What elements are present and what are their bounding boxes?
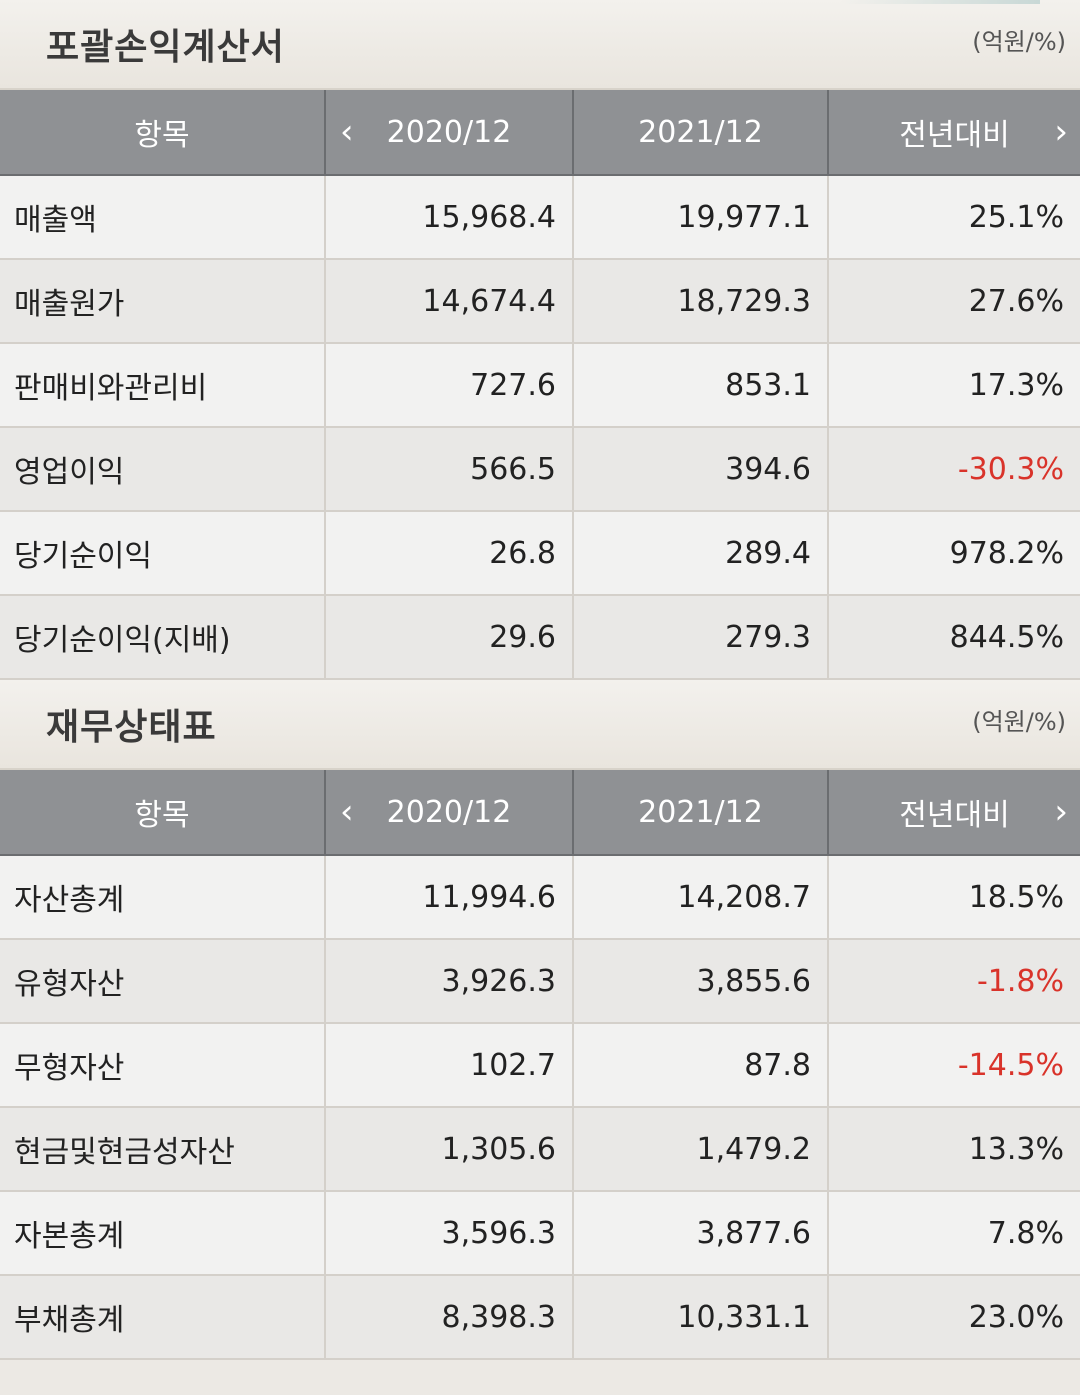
value-2020: 102.7 bbox=[325, 1023, 574, 1108]
chevron-right-icon[interactable]: › bbox=[1054, 792, 1068, 832]
header-label: 2021/12 bbox=[638, 794, 763, 830]
value-2020: 29.6 bbox=[325, 595, 574, 680]
value-2021: 3,855.6 bbox=[573, 939, 829, 1024]
table-row: 부채총계 8,398.3 10,331.1 23.0% bbox=[0, 1275, 1080, 1360]
column-header-2021: 2021/12 bbox=[573, 770, 829, 856]
value-2021: 3,877.6 bbox=[573, 1191, 829, 1276]
section-title: 포괄손익계산서 bbox=[46, 27, 285, 68]
row-label: 자산총계 bbox=[0, 855, 326, 940]
value-2021: 19,977.1 bbox=[573, 175, 829, 260]
section-title: 재무상태표 bbox=[46, 707, 217, 748]
column-header-2020: ‹ 2020/12 bbox=[325, 770, 574, 856]
column-header-yoy: 전년대비 › bbox=[828, 770, 1080, 856]
column-header-2021: 2021/12 bbox=[573, 90, 829, 176]
value-yoy: -1.8% bbox=[828, 939, 1080, 1024]
value-2020: 1,305.6 bbox=[325, 1107, 574, 1192]
row-label: 매출원가 bbox=[0, 259, 326, 344]
value-2020: 8,398.3 bbox=[325, 1275, 574, 1360]
row-label: 매출액 bbox=[0, 175, 326, 260]
table-body: 매출액 15,968.4 19,977.1 25.1% 매출원가 14,674.4 18,7… bbox=[0, 175, 1080, 680]
row-label: 당기순이익(지배) bbox=[0, 595, 326, 680]
value-yoy: 7.8% bbox=[828, 1191, 1080, 1276]
income-statement-header: 포괄손익계산서 (억원/%) bbox=[0, 0, 1080, 90]
table-row: 당기순이익 26.8 289.4 978.2% bbox=[0, 511, 1080, 596]
table-row: 매출액 15,968.4 19,977.1 25.1% bbox=[0, 175, 1080, 260]
table-header-row: 항목 ‹ 2020/12 2021/12 전년대비 › bbox=[0, 770, 1080, 856]
header-label: 전년대비 bbox=[899, 118, 1010, 153]
table-row: 현금및현금성자산 1,305.6 1,479.2 13.3% bbox=[0, 1107, 1080, 1192]
decorative-line bbox=[840, 0, 1040, 4]
row-label: 현금및현금성자산 bbox=[0, 1107, 326, 1192]
value-2020: 15,968.4 bbox=[325, 175, 574, 260]
value-2020: 14,674.4 bbox=[325, 259, 574, 344]
column-header-item: 항목 bbox=[0, 770, 326, 856]
chevron-left-icon[interactable]: ‹ bbox=[340, 792, 354, 832]
table-row: 무형자산 102.7 87.8 -14.5% bbox=[0, 1023, 1080, 1108]
balance-sheet-header: 재무상태표 (억원/%) bbox=[0, 680, 1080, 770]
row-label: 판매비와관리비 bbox=[0, 343, 326, 428]
value-2021: 853.1 bbox=[573, 343, 829, 428]
table-body: 자산총계 11,994.6 14,208.7 18.5% 유형자산 3,926.3 3,85… bbox=[0, 855, 1080, 1360]
unit-label: (억원/%) bbox=[972, 28, 1066, 56]
value-2021: 289.4 bbox=[573, 511, 829, 596]
value-yoy: 27.6% bbox=[828, 259, 1080, 344]
table-row: 자본총계 3,596.3 3,877.6 7.8% bbox=[0, 1191, 1080, 1276]
value-2021: 394.6 bbox=[573, 427, 829, 512]
column-header-2020: ‹ 2020/12 bbox=[325, 90, 574, 176]
value-yoy: -30.3% bbox=[828, 427, 1080, 512]
chevron-right-icon[interactable]: › bbox=[1054, 112, 1068, 152]
value-yoy: 25.1% bbox=[828, 175, 1080, 260]
value-2021: 10,331.1 bbox=[573, 1275, 829, 1360]
value-2021: 18,729.3 bbox=[573, 259, 829, 344]
value-2020: 26.8 bbox=[325, 511, 574, 596]
value-2020: 11,994.6 bbox=[325, 855, 574, 940]
value-yoy: 17.3% bbox=[828, 343, 1080, 428]
value-2021: 279.3 bbox=[573, 595, 829, 680]
header-label: 항목 bbox=[134, 798, 190, 833]
table-header-row: 항목 ‹ 2020/12 2021/12 전년대비 › bbox=[0, 90, 1080, 176]
table-row: 판매비와관리비 727.6 853.1 17.3% bbox=[0, 343, 1080, 428]
value-2020: 3,596.3 bbox=[325, 1191, 574, 1276]
value-2021: 14,208.7 bbox=[573, 855, 829, 940]
table-row: 매출원가 14,674.4 18,729.3 27.6% bbox=[0, 259, 1080, 344]
header-label: 항목 bbox=[134, 118, 190, 153]
chevron-left-icon[interactable]: ‹ bbox=[340, 112, 354, 152]
header-label: 2020/12 bbox=[386, 794, 512, 830]
value-2020: 727.6 bbox=[325, 343, 574, 428]
value-2020: 566.5 bbox=[325, 427, 574, 512]
value-yoy: 18.5% bbox=[828, 855, 1080, 940]
value-yoy: 13.3% bbox=[828, 1107, 1080, 1192]
table-row: 유형자산 3,926.3 3,855.6 -1.8% bbox=[0, 939, 1080, 1024]
table-row: 당기순이익(지배) 29.6 279.3 844.5% bbox=[0, 595, 1080, 680]
header-label: 2021/12 bbox=[638, 114, 763, 150]
value-yoy: -14.5% bbox=[828, 1023, 1080, 1108]
value-2021: 87.8 bbox=[573, 1023, 829, 1108]
table-row: 자산총계 11,994.6 14,208.7 18.5% bbox=[0, 855, 1080, 940]
balance-sheet-table: 항목 ‹ 2020/12 2021/12 전년대비 › 자산총계 11,994.6… bbox=[0, 770, 1080, 1360]
value-yoy: 23.0% bbox=[828, 1275, 1080, 1360]
row-label: 유형자산 bbox=[0, 939, 326, 1024]
value-yoy: 844.5% bbox=[828, 595, 1080, 680]
column-header-yoy: 전년대비 › bbox=[828, 90, 1080, 176]
value-2021: 1,479.2 bbox=[573, 1107, 829, 1192]
header-label: 전년대비 bbox=[899, 798, 1010, 833]
row-label: 당기순이익 bbox=[0, 511, 326, 596]
row-label: 부채총계 bbox=[0, 1275, 326, 1360]
row-label: 자본총계 bbox=[0, 1191, 326, 1276]
value-2020: 3,926.3 bbox=[325, 939, 574, 1024]
income-statement-table: 항목 ‹ 2020/12 2021/12 전년대비 › 매출액 15,968.4 1… bbox=[0, 90, 1080, 680]
unit-label: (억원/%) bbox=[972, 708, 1066, 736]
value-yoy: 978.2% bbox=[828, 511, 1080, 596]
row-label: 영업이익 bbox=[0, 427, 326, 512]
row-label: 무형자산 bbox=[0, 1023, 326, 1108]
column-header-item: 항목 bbox=[0, 90, 326, 176]
table-row: 영업이익 566.5 394.6 -30.3% bbox=[0, 427, 1080, 512]
header-label: 2020/12 bbox=[386, 114, 512, 150]
